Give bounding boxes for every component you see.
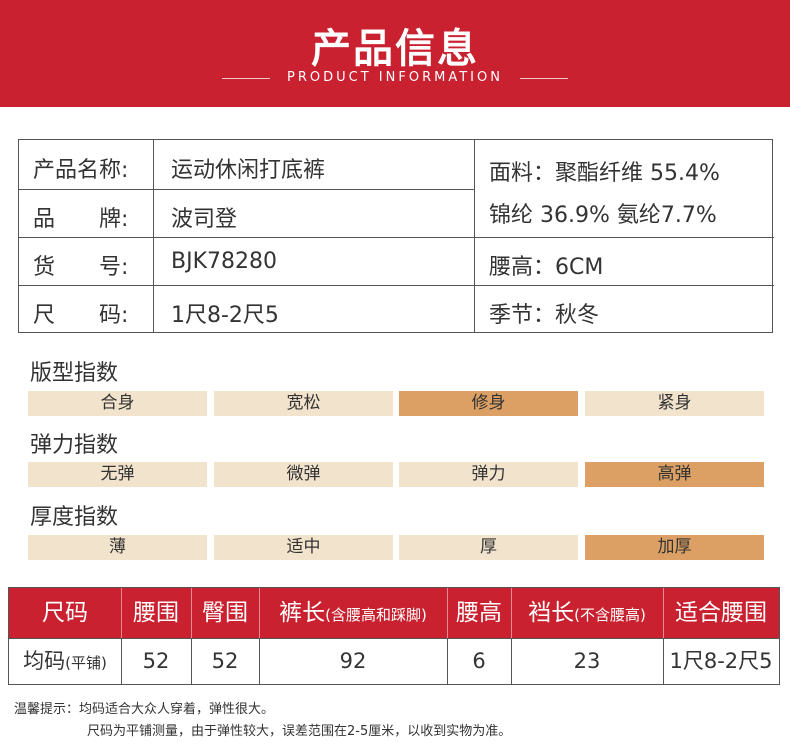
size-label: 尺 码: xyxy=(33,303,129,328)
header-waist: 腰围 xyxy=(133,600,179,626)
info-divider xyxy=(153,140,154,332)
cell-divider xyxy=(447,638,448,684)
size-table-header xyxy=(9,588,779,638)
header-divider xyxy=(191,588,192,638)
thickness-option: 适中 xyxy=(214,535,393,560)
info-divider xyxy=(19,285,774,286)
header-rise: 裆长(不含腰高) xyxy=(528,600,646,626)
cell-hip: 52 xyxy=(211,649,239,673)
product-name-value: 运动休闲打底裤 xyxy=(171,158,326,183)
header-divider xyxy=(259,588,260,638)
page-title: 产品信息 xyxy=(311,26,479,72)
header-divider xyxy=(511,588,512,638)
fit-option: 宽松 xyxy=(214,391,393,416)
size-table: 尺码 腰围 臀围 裤长(含腰高和踩脚) 腰高 裆长(不含腰高) 适合腰围 均码(… xyxy=(8,587,780,685)
page-subtitle: PRODUCT INFORMATION xyxy=(287,70,503,85)
size-value: 1尺8-2尺5 xyxy=(171,303,279,328)
thickness-index-title: 厚度指数 xyxy=(30,505,119,530)
header-waist-height: 腰高 xyxy=(456,600,502,626)
elasticity-index-title: 弹力指数 xyxy=(30,433,119,458)
header-banner: 产品信息 PRODUCT INFORMATION xyxy=(0,0,790,107)
elasticity-option-selected: 高弹 xyxy=(585,462,764,487)
thickness-option: 厚 xyxy=(399,535,578,560)
cell-divider xyxy=(511,638,512,684)
cell-waist: 52 xyxy=(142,649,170,673)
fit-option: 合身 xyxy=(28,391,207,416)
fit-index-scale: 合身 宽松 修身 紧身 xyxy=(28,391,764,416)
header-size: 尺码 xyxy=(42,600,88,626)
cell-size: 均码(平铺) xyxy=(23,649,107,673)
header-divider xyxy=(447,588,448,638)
product-info-table: 产品名称: 运动休闲打底裤 品 牌: 波司登 货 号: BJK78280 尺 码… xyxy=(18,139,774,333)
fabric-line-1: 面料：聚酯纤维 55.4% xyxy=(489,161,720,186)
brand-label: 品 牌: xyxy=(33,207,129,232)
header-hip: 臀围 xyxy=(202,600,248,626)
fit-option-selected: 修身 xyxy=(399,391,578,416)
header-divider xyxy=(663,588,664,638)
thickness-index-scale: 薄 适中 厚 加厚 xyxy=(28,535,764,560)
fit-option: 紧身 xyxy=(585,391,764,416)
header-length: 裤长(含腰高和踩脚) xyxy=(279,600,427,626)
cell-divider xyxy=(121,638,122,684)
brand-value: 波司登 xyxy=(171,207,238,232)
header-fit-waist: 适合腰围 xyxy=(675,600,767,626)
info-divider xyxy=(474,140,475,332)
cell-rise: 23 xyxy=(573,649,601,673)
thickness-option-selected: 加厚 xyxy=(585,535,764,560)
thickness-option: 薄 xyxy=(28,535,207,560)
note-line-1: 温馨提示：均码适合大众人穿着，弹性很大。 xyxy=(14,702,275,717)
cell-length: 92 xyxy=(339,649,367,673)
info-divider xyxy=(19,237,774,238)
header-divider xyxy=(121,588,122,638)
season: 季节：秋冬 xyxy=(489,303,600,328)
elasticity-index-scale: 无弹 微弹 弹力 高弹 xyxy=(28,462,764,487)
size-row-divider xyxy=(9,638,779,639)
info-divider xyxy=(19,189,474,190)
fabric-line-2: 锦纶 36.9% 氨纶7.7% xyxy=(489,203,717,228)
elasticity-option: 微弹 xyxy=(214,462,393,487)
subtitle-right-rule xyxy=(520,78,568,79)
cell-divider xyxy=(663,638,664,684)
elasticity-option: 无弹 xyxy=(28,462,207,487)
cell-waist-height: 6 xyxy=(472,649,486,673)
subtitle-left-rule xyxy=(222,78,270,79)
fit-index-title: 版型指数 xyxy=(30,361,119,386)
waist-height: 腰高：6CM xyxy=(489,255,604,280)
cell-divider xyxy=(259,638,260,684)
cell-divider xyxy=(191,638,192,684)
cell-fit-waist: 1尺8-2尺5 xyxy=(669,649,773,673)
elasticity-option: 弹力 xyxy=(399,462,578,487)
note-line-2: 尺码为平铺测量，由于弹性较大，误差范围在2-5厘米，以收到实物为准。 xyxy=(87,724,512,739)
sku-label: 货 号: xyxy=(33,255,129,280)
product-name-label: 产品名称: xyxy=(33,158,129,183)
sku-value: BJK78280 xyxy=(171,249,277,274)
